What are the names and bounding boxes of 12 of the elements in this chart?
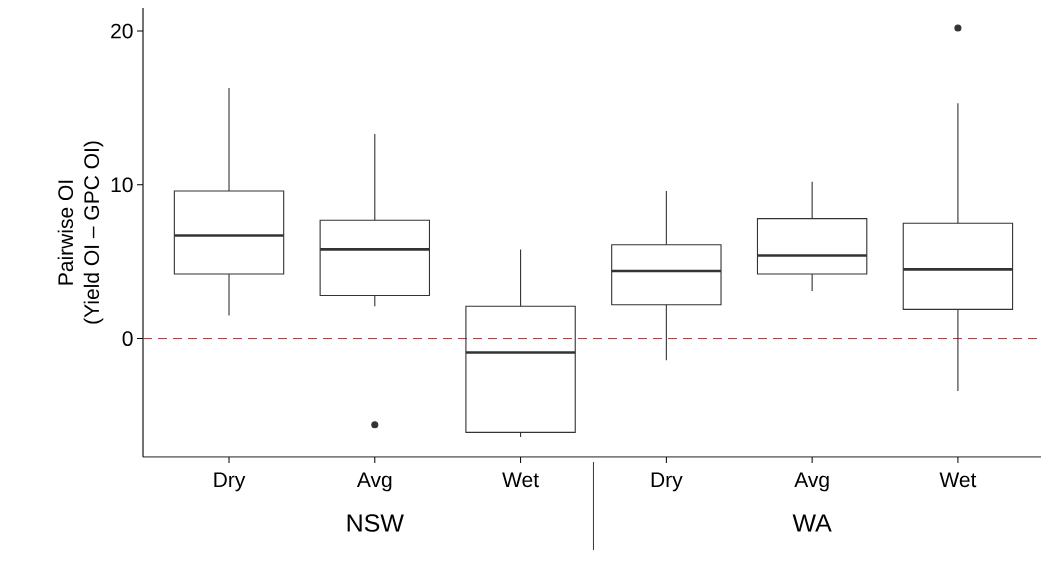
text: WA xyxy=(792,514,832,532)
x-tick-label: Dry xyxy=(651,472,683,492)
y-tick-label: 0 xyxy=(122,331,133,347)
y-axis-title: Pairwise OI (Yield OI – GPC OI) xyxy=(57,141,104,324)
y-tick-label: 20 xyxy=(111,23,133,39)
text: NSW xyxy=(347,514,404,532)
y-tick-label: 10 xyxy=(111,177,133,193)
x-tick-label: Wet xyxy=(939,472,977,488)
x-tick-label: Avg xyxy=(794,472,829,492)
x-tick-label: Avg xyxy=(356,472,392,492)
x-tick-label: Wet xyxy=(502,472,539,488)
x-tick-label: Dry xyxy=(214,472,246,492)
